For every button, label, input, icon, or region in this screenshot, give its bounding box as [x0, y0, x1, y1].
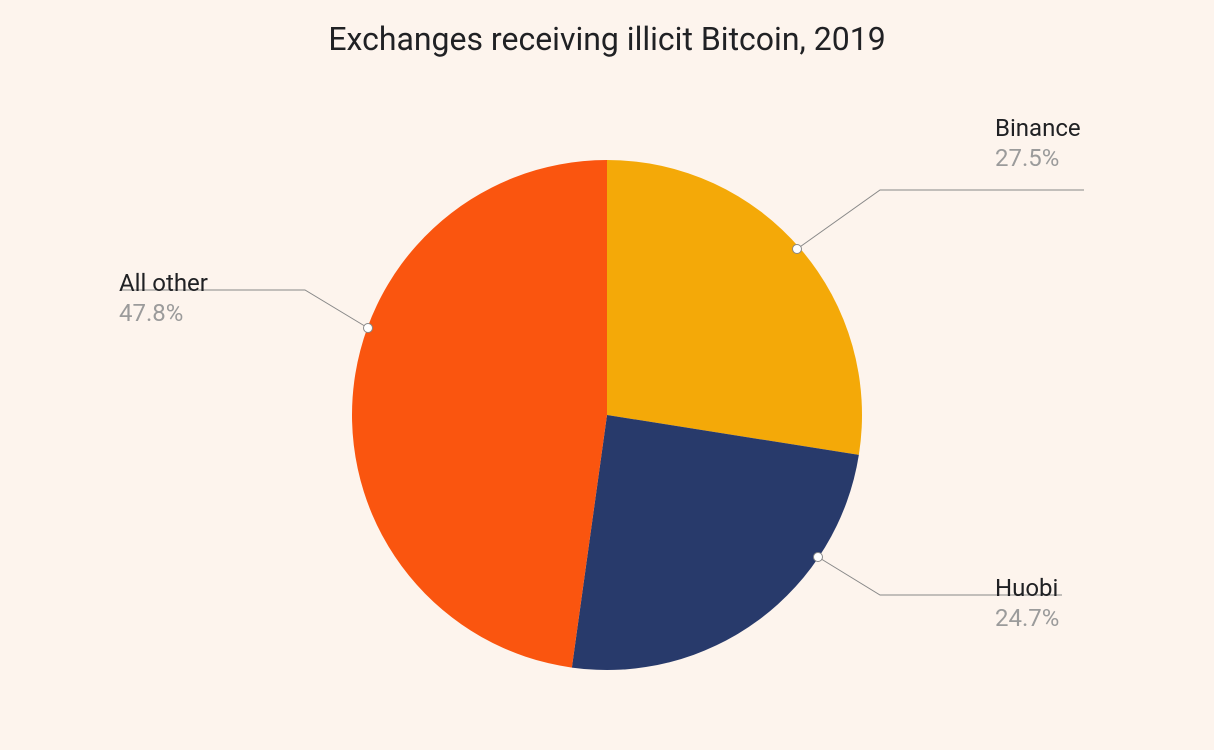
slice-name: All other	[119, 268, 208, 298]
pie-slice	[607, 160, 862, 455]
slice-label-all-other: All other 47.8%	[119, 268, 208, 328]
pie-slice	[572, 415, 859, 670]
leader-dot	[364, 324, 373, 333]
leader-line	[797, 190, 1084, 249]
leader-dot	[793, 245, 802, 254]
slice-percent: 27.5%	[995, 143, 1081, 173]
slice-percent: 47.8%	[119, 298, 208, 328]
slice-percent: 24.7%	[995, 603, 1059, 633]
leader-dot	[814, 553, 823, 562]
slice-name: Huobi	[995, 573, 1059, 603]
slice-label-binance: Binance 27.5%	[995, 113, 1081, 173]
pie-slice	[352, 160, 607, 668]
pie-chart-container: Exchanges receiving illicit Bitcoin, 201…	[0, 0, 1214, 750]
slice-label-huobi: Huobi 24.7%	[995, 573, 1059, 633]
slice-name: Binance	[995, 113, 1081, 143]
